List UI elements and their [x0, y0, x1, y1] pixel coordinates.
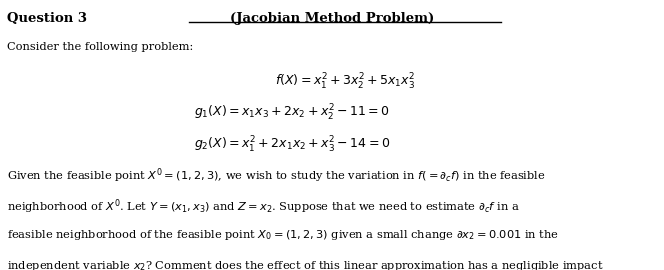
Text: Consider the following problem:: Consider the following problem: — [7, 42, 193, 52]
Text: independent variable $x_2$? Comment does the effect of this linear approximation: independent variable $x_2$? Comment does… — [7, 259, 603, 270]
Text: feasible neighborhood of the feasible point $X_0 = (1, 2, 3)$ given a small chan: feasible neighborhood of the feasible po… — [7, 228, 558, 242]
Text: (Jacobian Method Problem): (Jacobian Method Problem) — [230, 12, 434, 25]
Text: $g_2(X)= x_1^2 + 2x_1x_2 + x_3^2 - 14 = 0$: $g_2(X)= x_1^2 + 2x_1x_2 + x_3^2 - 14 = … — [194, 135, 390, 155]
Text: $f(X)= x_1^2 + 3x_2^2 + 5x_1x_3^2$: $f(X)= x_1^2 + 3x_2^2 + 5x_1x_3^2$ — [275, 72, 416, 92]
Text: neighborhood of $X^0$. Let $Y = (x_1, x_3)$ and $Z = x_2$. Suppose that we need : neighborhood of $X^0$. Let $Y = (x_1, x_… — [7, 197, 519, 216]
Text: $g_1(X)= x_1x_3 + 2x_2 + x_2^2 - 11 = 0$: $g_1(X)= x_1x_3 + 2x_2 + x_2^2 - 11 = 0$ — [195, 103, 390, 123]
Text: Question 3: Question 3 — [7, 12, 86, 25]
Text: Given the feasible point $X^0 = (1, 2, 3)$, we wish to study the variation in $f: Given the feasible point $X^0 = (1, 2, 3… — [7, 166, 545, 185]
